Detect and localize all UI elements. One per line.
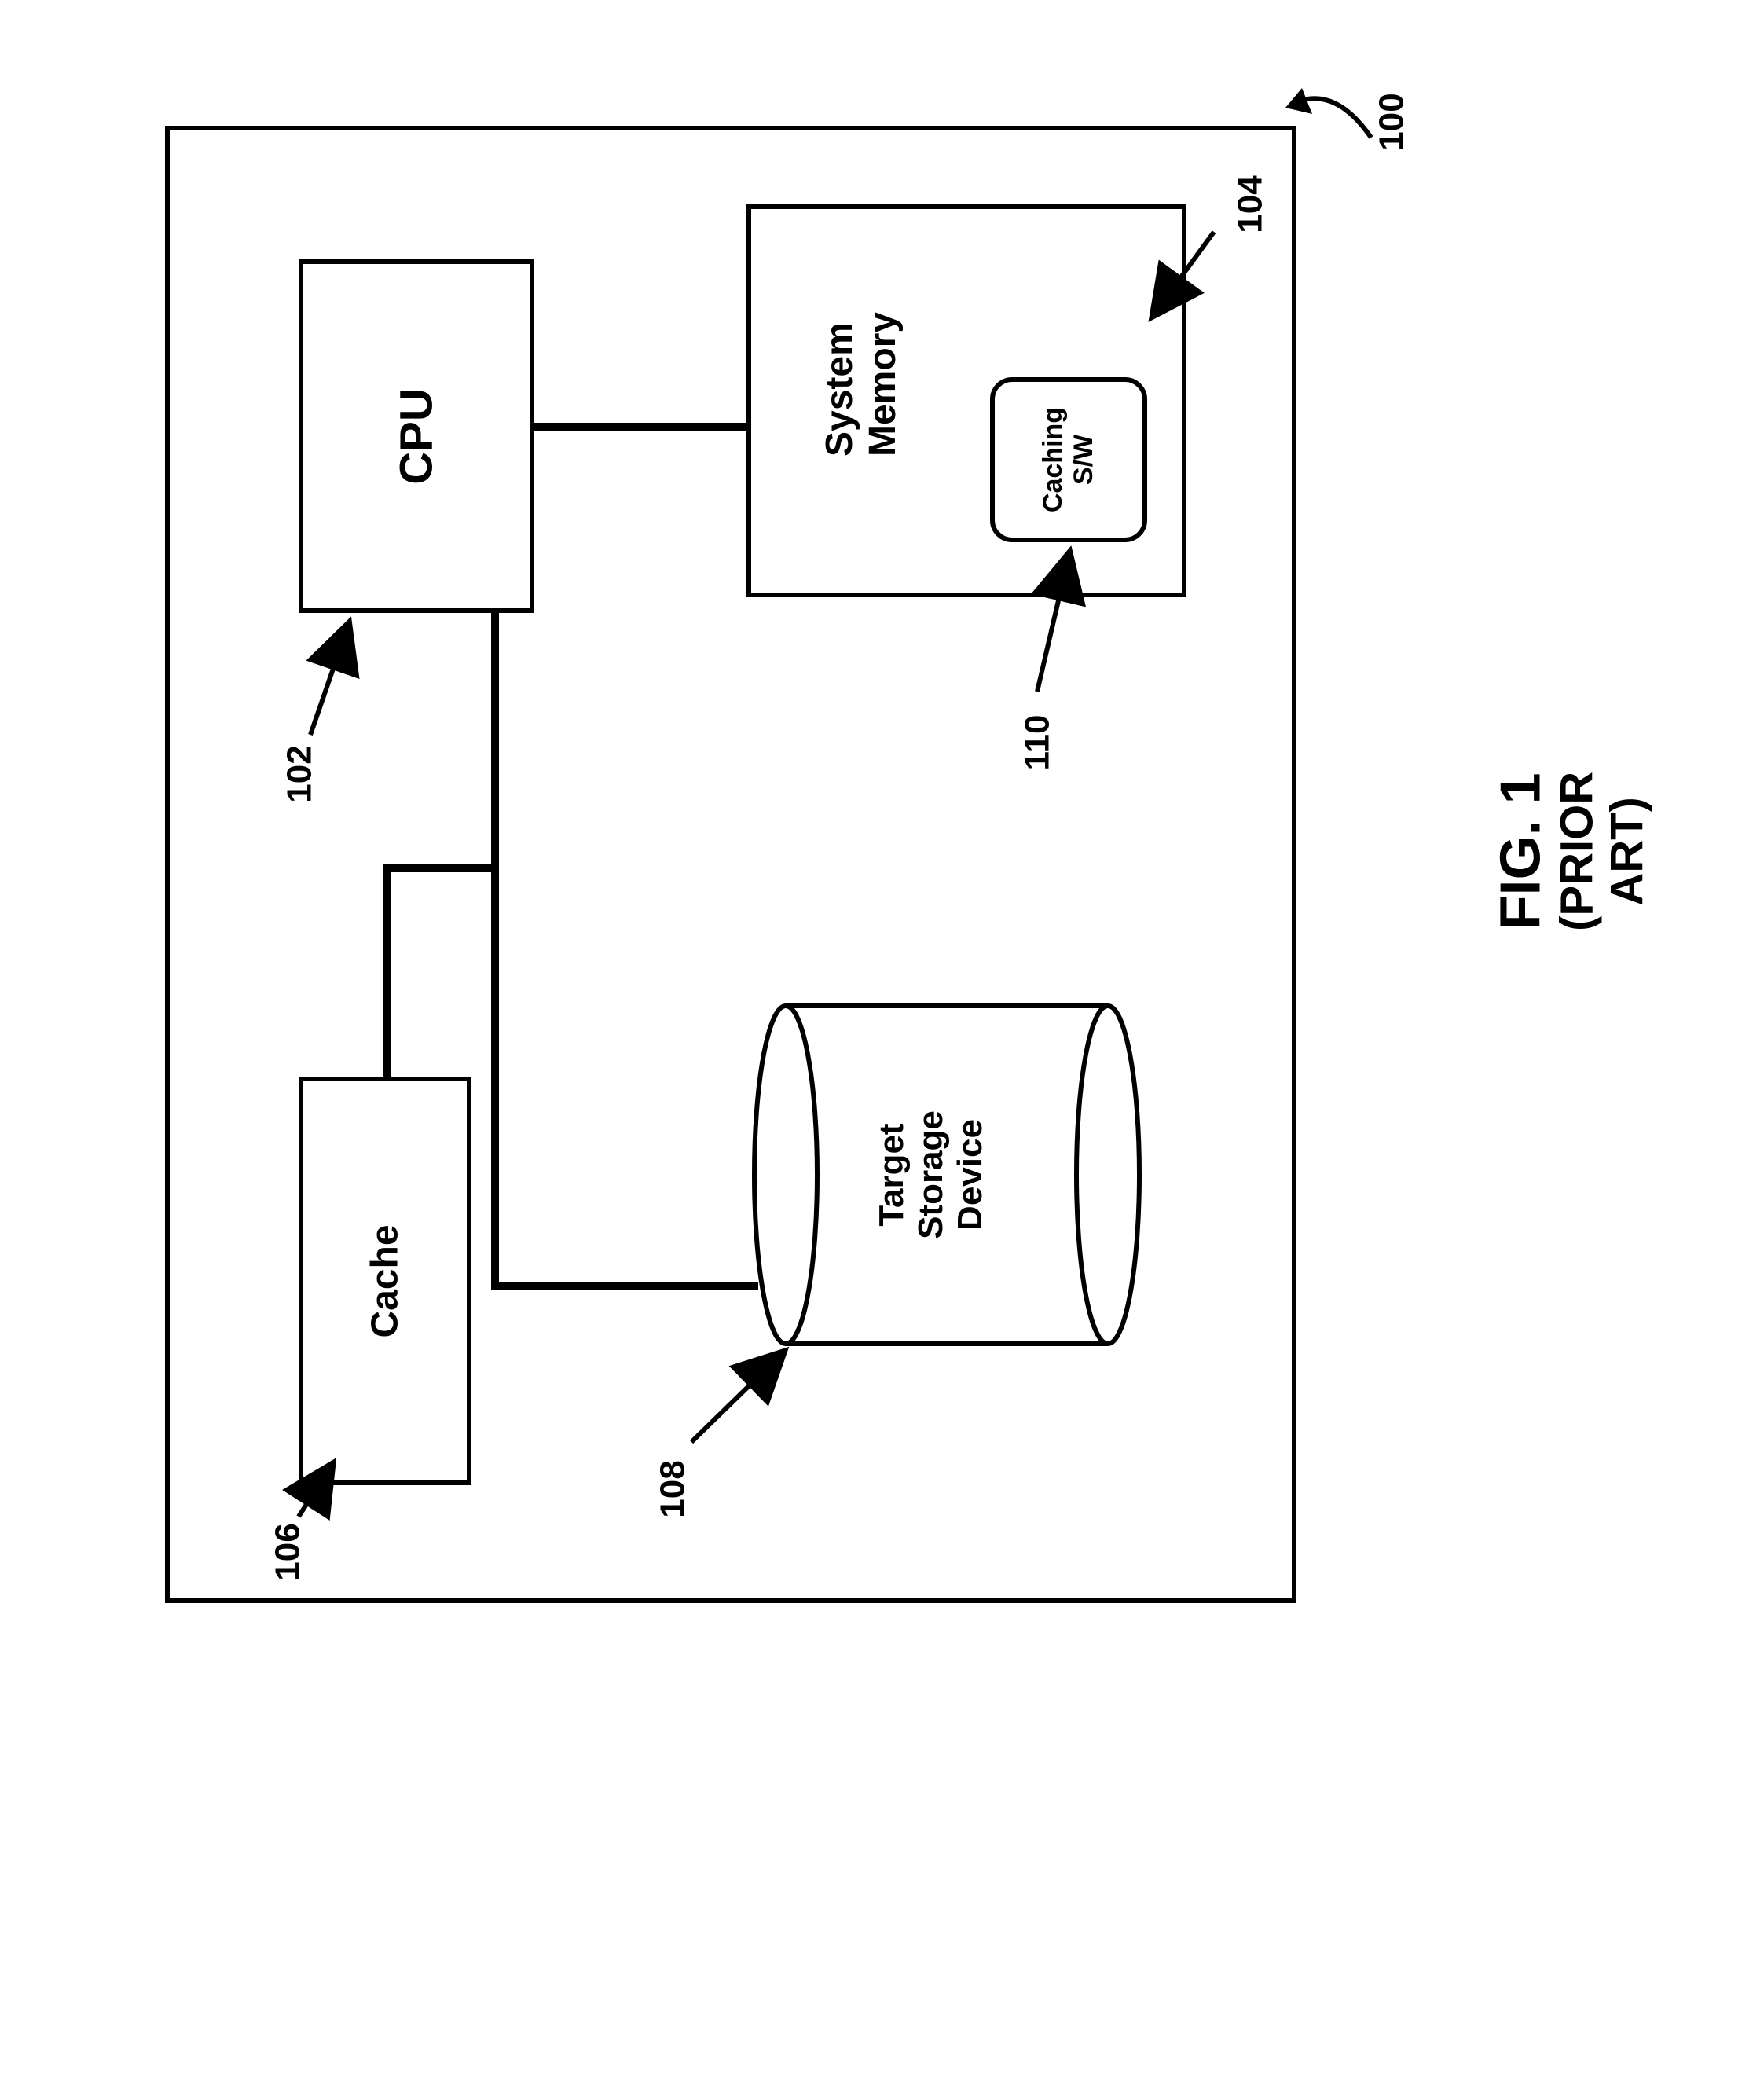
figure-subtitle: (PRIOR ART) (1553, 749, 1653, 953)
figure-caption: FIG. 1 (PRIOR ART) (1491, 749, 1653, 953)
figure-title: FIG. 1 (1491, 749, 1553, 953)
system-curve (0, 0, 1764, 2073)
figure-canvas: CPU Cache System Memory Caching S/W Targ… (0, 0, 1764, 2073)
